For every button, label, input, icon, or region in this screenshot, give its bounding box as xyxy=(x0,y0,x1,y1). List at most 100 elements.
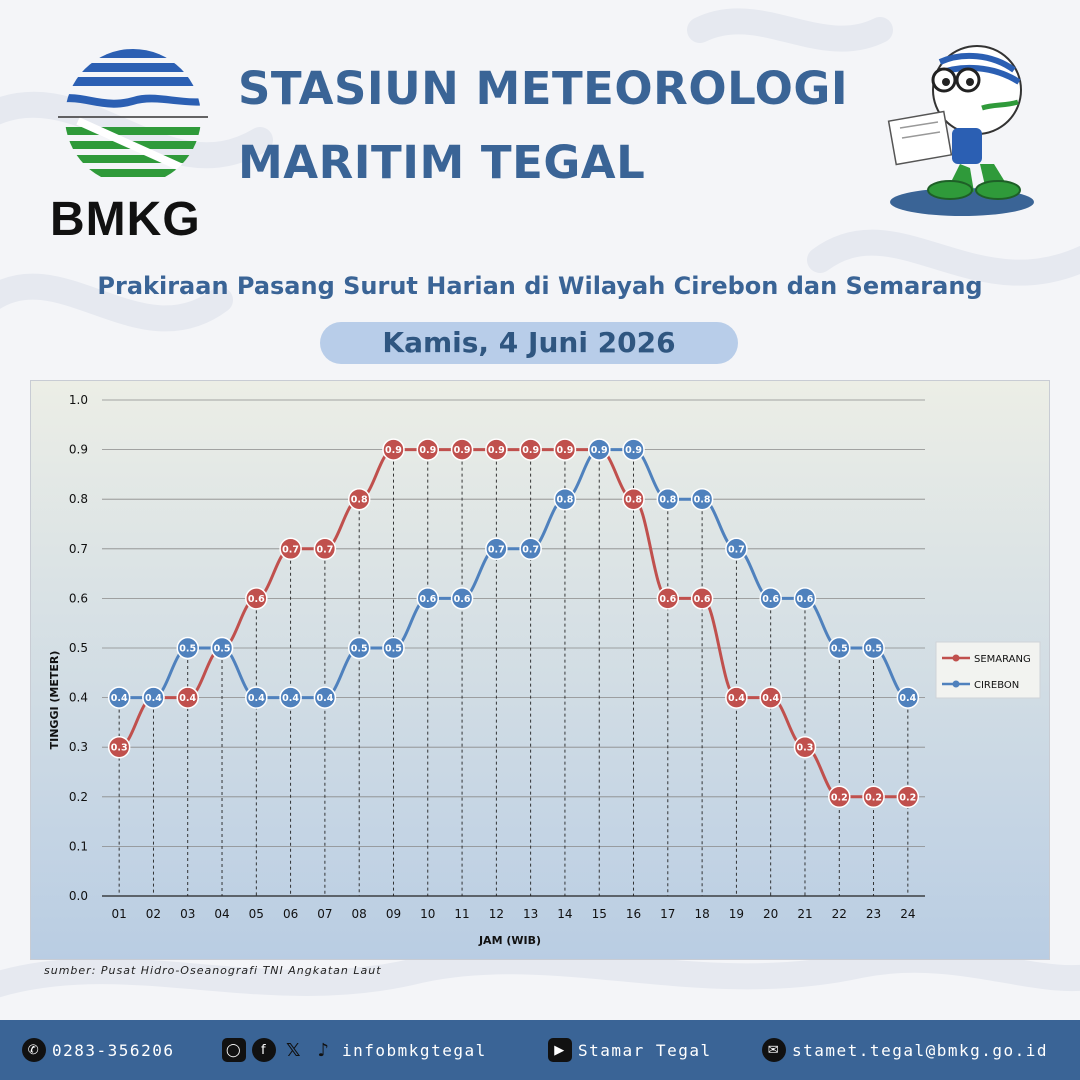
tide-chart: 0.3 0.4 0.4 0.5 0.6 0.7 0.7 0.8 0.9 0.9 0.9 0.9 0.9 0… xyxy=(30,380,1050,960)
y-tick-label: 0.1 xyxy=(69,839,88,853)
data-label: 0.9 xyxy=(488,445,505,456)
data-point-semarang xyxy=(759,686,782,709)
data-label: 0.6 xyxy=(454,594,471,605)
data-point-semarang xyxy=(519,438,542,461)
data-point-semarang xyxy=(347,487,371,511)
data-label: 0.9 xyxy=(419,445,436,456)
x-tick-label: 11 xyxy=(454,907,469,921)
y-tick-label: 1.0 xyxy=(69,393,88,407)
data-label: 0.7 xyxy=(488,544,505,555)
x-tick-label: 08 xyxy=(352,907,367,921)
data-label: 0.9 xyxy=(625,445,642,456)
data-label: 0.7 xyxy=(728,544,745,555)
x-tick-label: 04 xyxy=(214,907,229,921)
chart-area xyxy=(30,380,1050,960)
source-note: sumber: Pusat Hidro-Oseanografi TNI Angk… xyxy=(44,964,382,977)
x-tick-label: 16 xyxy=(626,907,641,921)
date-badge: Kamis, 4 Juni 2026 xyxy=(320,322,738,364)
y-tick-label: 0.5 xyxy=(69,641,88,655)
footer-social[interactable]: ◯ f 𝕏 ♪ infobmkgtegal xyxy=(222,1032,487,1068)
x-tick-label: 19 xyxy=(729,907,744,921)
data-label: 0.2 xyxy=(865,792,882,803)
x-tick-label: 17 xyxy=(660,907,675,921)
data-label: 0.4 xyxy=(762,693,779,704)
data-label: 0.9 xyxy=(454,445,471,456)
x-tick-label: 21 xyxy=(797,907,812,921)
data-label: 0.7 xyxy=(316,544,333,555)
data-label: 0.3 xyxy=(797,743,814,754)
data-point-cirebon xyxy=(416,587,440,610)
bmkg-logo xyxy=(58,49,208,179)
data-point-semarang xyxy=(416,438,440,461)
data-point-semarang xyxy=(450,438,474,461)
x-tick-label: 18 xyxy=(694,907,709,921)
data-label: 0.6 xyxy=(248,594,265,605)
youtube-icon: ▶ xyxy=(548,1038,572,1062)
data-point-semarang xyxy=(485,438,508,461)
data-label: 0.3 xyxy=(111,743,128,754)
data-point-semarang xyxy=(622,487,645,511)
y-tick-label: 0.3 xyxy=(69,740,88,754)
data-point-cirebon xyxy=(553,487,577,511)
data-point-cirebon xyxy=(793,587,817,610)
data-label: 0.4 xyxy=(316,693,333,704)
footer-phone[interactable]: ✆ 0283-356206 xyxy=(22,1032,174,1068)
logo-wordmark: BMKG xyxy=(50,193,201,246)
x-tick-label: 05 xyxy=(249,907,264,921)
footer-youtube[interactable]: ▶ Stamar Tegal xyxy=(548,1032,712,1068)
data-point-cirebon xyxy=(656,487,680,511)
data-label: 0.2 xyxy=(899,792,916,803)
y-tick-label: 0.6 xyxy=(69,591,88,605)
legend-marker xyxy=(952,680,960,688)
data-point-cirebon xyxy=(862,636,885,660)
y-tick-label: 0.8 xyxy=(69,492,88,506)
chart-subtitle: Prakiraan Pasang Surut Harian di Wilayah… xyxy=(97,272,983,300)
page-title-line2: MARITIM TEGAL xyxy=(238,136,646,189)
x-tick-label: 01 xyxy=(112,907,127,921)
data-point-cirebon xyxy=(210,636,234,660)
data-label: 0.8 xyxy=(351,495,368,506)
data-label: 0.4 xyxy=(145,693,162,704)
y-tick-label: 0.0 xyxy=(69,889,88,903)
legend-label: SEMARANG xyxy=(974,654,1031,665)
data-point-cirebon xyxy=(450,587,474,610)
data-label: 0.9 xyxy=(522,445,539,456)
data-point-cirebon xyxy=(828,636,851,660)
data-point-cirebon xyxy=(245,686,268,709)
data-point-semarang xyxy=(176,686,199,709)
data-label: 0.9 xyxy=(557,445,574,456)
data-label: 0.6 xyxy=(659,594,676,605)
data-point-semarang xyxy=(313,537,337,561)
data-point-cirebon xyxy=(725,537,748,561)
y-tick-label: 0.4 xyxy=(69,691,88,705)
data-point-cirebon xyxy=(485,537,508,561)
data-point-cirebon xyxy=(759,587,782,610)
data-label: 0.6 xyxy=(419,594,436,605)
x-tick-label: 15 xyxy=(592,907,607,921)
x-tick-label: 13 xyxy=(523,907,538,921)
data-label: 0.4 xyxy=(728,693,745,704)
social-handle: infobmkgtegal xyxy=(342,1040,487,1060)
footer-email[interactable]: ✉ stamet.tegal@bmkg.go.id xyxy=(762,1032,1048,1068)
x-tick-label: 14 xyxy=(557,907,572,921)
y-axis-label: TINGGI (METER) xyxy=(48,651,61,750)
data-point-cirebon xyxy=(107,686,131,709)
data-point-semarang xyxy=(793,735,817,759)
tiktok-icon: ♪ xyxy=(317,1039,331,1061)
data-label: 0.5 xyxy=(179,644,196,655)
data-label: 0.4 xyxy=(248,693,265,704)
data-point-cirebon xyxy=(690,487,714,511)
data-label: 0.7 xyxy=(282,544,299,555)
data-point-semarang xyxy=(553,438,577,461)
data-label: 0.4 xyxy=(111,693,128,704)
data-point-cirebon xyxy=(313,686,337,709)
x-tick-label: 06 xyxy=(283,907,298,921)
data-point-semarang xyxy=(725,686,748,709)
data-label: 0.4 xyxy=(899,693,916,704)
footer-bar xyxy=(0,1020,1080,1080)
legend-marker xyxy=(952,654,960,662)
data-label: 0.8 xyxy=(557,495,574,506)
mascot-illustration xyxy=(887,45,1034,216)
y-tick-label: 0.9 xyxy=(69,443,88,457)
data-label: 0.9 xyxy=(385,445,402,456)
